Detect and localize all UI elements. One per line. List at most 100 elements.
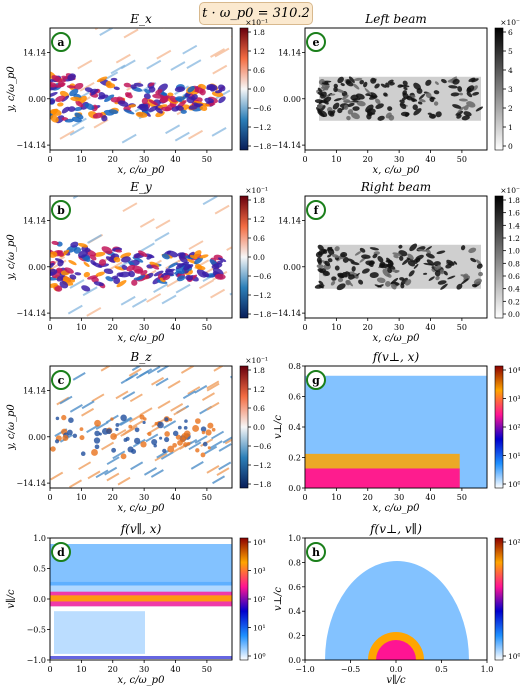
colorbar-tick-label: 1.2 (253, 385, 265, 394)
y-tick-label: 0.00 (283, 263, 301, 272)
x-axis-label: v∥/c (386, 674, 406, 686)
x-tick-label: 10 (76, 665, 86, 674)
x-tick-label: 40 (170, 493, 180, 502)
colorbar-tick-label: 1.2 (253, 47, 265, 56)
panel-title: E_x (129, 12, 152, 26)
colorbar-tick-label: 1.8 (253, 196, 265, 205)
y-tick-label: 0.4 (288, 423, 301, 432)
panel-d: f(v∥, x) d 0 10 20 30 40 50 x, c/ω_p0 1.0 0.5 0.0 −0… (5, 522, 266, 686)
y-tick-label: 0.4 (288, 607, 301, 616)
colorbar-tick-label: 10¹ (253, 624, 266, 633)
colorbar (494, 27, 504, 151)
x-tick-label: 10 (76, 155, 86, 164)
colorbar-tick-label: 1 (508, 123, 513, 132)
x-tick-label: 40 (170, 323, 180, 332)
colorbar-tick-label: 0.6 (253, 66, 265, 75)
colorbar-tick-label: 0.6 (508, 272, 520, 281)
x-tick-label: 0.0 (390, 665, 403, 674)
x-tick-label: 20 (108, 665, 118, 674)
colorbar-tick-label: 10⁰ (508, 480, 520, 489)
y-tick-label: −14.14 (16, 479, 46, 488)
y-axis-label: v⊥/c (273, 415, 284, 439)
colorbar-tick-label: 0.2 (508, 297, 520, 306)
y-tick-label: 14.14 (23, 386, 46, 395)
x-tick-label: 0 (302, 323, 307, 332)
x-tick-label: 0 (47, 665, 52, 674)
panel-letter: b (57, 204, 65, 217)
x-tick-label: 10 (331, 493, 341, 502)
colorbar-tick-label: 0.0 (253, 85, 265, 94)
panel-letter-badge (51, 200, 71, 220)
x-tick-label: 0 (47, 155, 52, 164)
y-tick-label: −14.14 (271, 141, 301, 150)
panel-title: Right beam (360, 180, 431, 194)
x-tick-label: 10 (76, 323, 86, 332)
colorbar-tick-label: 0.0 (253, 423, 265, 432)
x-tick-label: 20 (363, 493, 373, 502)
colorbar-tick-label: −0.6 (253, 104, 271, 113)
panel-title: f(v∥, x) (120, 522, 162, 536)
colorbar-tick-label: 10² (253, 595, 266, 604)
x-tick-label: 50 (457, 493, 467, 502)
colorbar-exponent: ×10⁻² (500, 186, 520, 195)
y-tick-label: 0.0 (288, 656, 301, 665)
y-axis-label: y, c/ω_p0 (6, 66, 17, 113)
panel-h: f(v⊥, v∥) h −1.0 −0.5 0.0 0.5 1.0 v∥/c 1.0 0.8 0.6… (273, 522, 520, 686)
x-tick-label: 0 (47, 323, 52, 332)
y-tick-label: −14.14 (271, 309, 301, 318)
colorbar (239, 27, 249, 151)
panel-title: B_z (129, 350, 152, 364)
colorbar-exponent: ×10⁻² (500, 18, 520, 27)
colorbar-tick-label: 0 (508, 142, 513, 151)
x-tick-label: 50 (202, 665, 212, 674)
colorbar-tick-label: −1.8 (253, 142, 271, 151)
x-tick-label: 40 (170, 155, 180, 164)
panel-letter-badge (306, 200, 326, 220)
colorbar-tick-label: −1.2 (253, 123, 271, 132)
colorbar-tick-label: 0.6 (253, 404, 265, 413)
panel-letter: f (314, 204, 320, 217)
colorbar (239, 365, 249, 489)
colorbar-tick-label: −1.8 (253, 310, 271, 319)
colorbar-tick-label: −0.6 (253, 442, 271, 451)
colorbar-tick-label: 6 (508, 28, 513, 37)
x-tick-label: 50 (202, 323, 212, 332)
y-tick-label: 0.2 (288, 632, 301, 641)
x-tick-label: 40 (425, 493, 435, 502)
y-tick-label: 0.6 (288, 393, 301, 402)
y-tick-label: 1.0 (33, 534, 46, 543)
colorbar-tick-label: 0.8 (508, 259, 520, 268)
colorbar-tick-label: 5 (508, 47, 513, 56)
y-tick-label: 0.00 (28, 95, 46, 104)
x-tick-label: 1.0 (481, 665, 494, 674)
time-header: t · ω_p0 = 310.2 (199, 2, 313, 25)
colorbar-tick-label: −1.8 (253, 480, 271, 489)
x-tick-label: 30 (394, 323, 404, 332)
colorbar-tick-label: 10² (508, 538, 520, 547)
y-axis-label: v⊥/c (273, 587, 284, 611)
panel-letter: d (57, 546, 65, 559)
x-axis-label: x, c/ω_p0 (373, 165, 421, 176)
x-tick-label: −1.0 (295, 665, 314, 674)
x-tick-label: 0 (302, 493, 307, 502)
x-tick-label: 30 (139, 665, 149, 674)
colorbar-tick-label: 1.4 (508, 221, 520, 230)
panel-title: f(v⊥, v∥) (369, 522, 422, 536)
panel-title: f(v⊥, x) (372, 350, 420, 364)
colorbar-tick-label: −1.2 (253, 461, 271, 470)
colorbar (494, 365, 504, 489)
colorbar-tick-label: −1.2 (253, 291, 271, 300)
x-tick-label: −0.5 (341, 665, 360, 674)
y-tick-label: 0.8 (288, 362, 301, 371)
x-tick-label: 50 (202, 155, 212, 164)
panel-letter: h (312, 546, 320, 559)
x-tick-label: 30 (394, 493, 404, 502)
panel-letter-badge (51, 542, 71, 562)
colorbar-tick-label: 10⁴ (253, 538, 266, 547)
x-tick-label: 0 (47, 493, 52, 502)
colorbar-tick-label: 1.8 (508, 196, 520, 205)
y-tick-label: 1.0 (288, 534, 301, 543)
x-tick-label: 50 (457, 155, 467, 164)
y-tick-label: 0.00 (28, 433, 46, 442)
